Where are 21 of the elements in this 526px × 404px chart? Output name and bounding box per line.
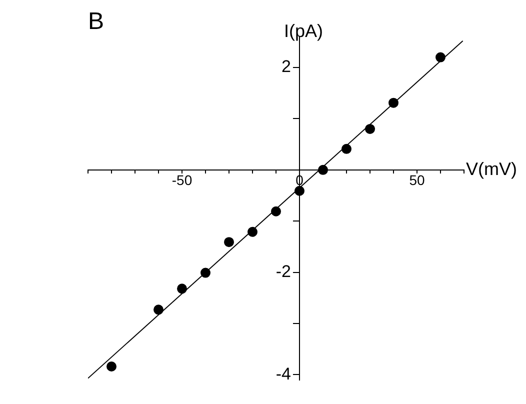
- point: [200, 268, 210, 278]
- point: [248, 226, 258, 237]
- y-tick-label: -4: [276, 364, 300, 384]
- point: [436, 52, 446, 62]
- chart-title: B: [88, 8, 104, 36]
- point: [177, 284, 187, 294]
- point: [106, 361, 116, 372]
- point: [224, 237, 234, 248]
- point: [294, 186, 304, 196]
- x-tick-label: 50: [409, 172, 425, 188]
- point: [318, 164, 328, 175]
- x-axis-title: V(mV): [466, 158, 517, 179]
- y-tick-label: 2: [282, 57, 300, 76]
- y-axis-title: I(pA): [284, 20, 324, 41]
- point: [388, 98, 398, 108]
- y-tick-label: -2: [276, 262, 300, 281]
- x-tick-label: -50: [172, 172, 192, 188]
- point: [271, 206, 281, 216]
- point: [365, 124, 375, 134]
- point: [342, 144, 352, 154]
- point: [154, 304, 164, 315]
